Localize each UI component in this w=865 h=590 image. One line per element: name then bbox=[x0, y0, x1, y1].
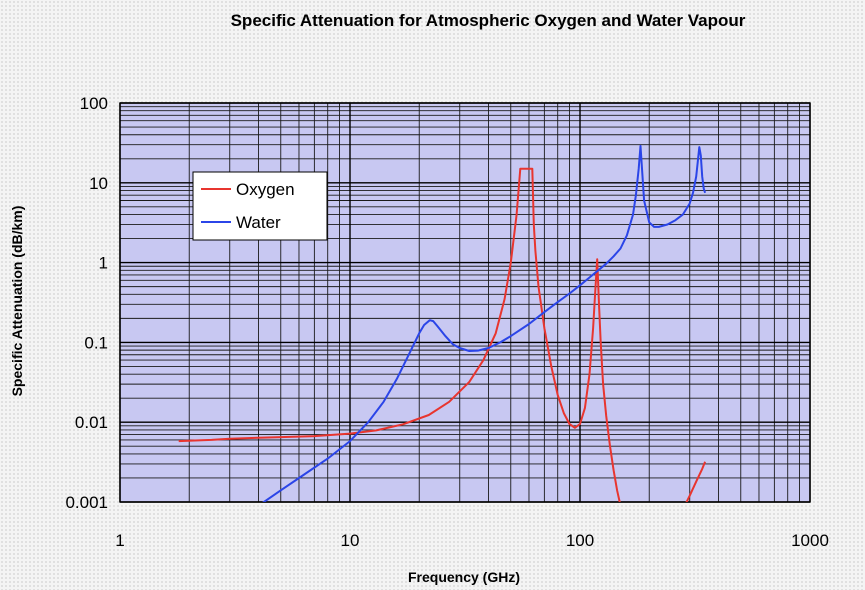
y-tick-label: 1 bbox=[99, 254, 108, 273]
chart-title: Specific Attenuation for Atmospheric Oxy… bbox=[231, 11, 746, 30]
x-tick-label: 100 bbox=[566, 531, 594, 550]
y-tick-label: 10 bbox=[89, 174, 108, 193]
y-axis-title: Specific Attenuation (dB/km) bbox=[9, 206, 25, 397]
series-line-oxygen bbox=[685, 461, 707, 502]
y-tick-labels: 0.001 0.01 0.1 1 10 100 bbox=[65, 94, 108, 512]
legend: Oxygen Water bbox=[192, 171, 328, 241]
y-minor-gridlines bbox=[120, 106, 810, 479]
x-tick-label: 1 bbox=[115, 531, 124, 550]
y-tick-label: 0.1 bbox=[84, 333, 108, 352]
y-tick-label: 0.01 bbox=[75, 413, 108, 432]
plot-border bbox=[119, 102, 811, 503]
plot-area bbox=[120, 103, 810, 502]
x-tick-label: 10 bbox=[341, 531, 360, 550]
y-tick-label: 0.001 bbox=[65, 493, 108, 512]
legend-label-water: Water bbox=[236, 213, 281, 232]
x-axis-title: Frequency (GHz) bbox=[408, 569, 520, 585]
y-tick-label: 100 bbox=[80, 94, 108, 113]
x-minor-gridlines bbox=[188, 103, 800, 502]
x-tick-labels: 1 10 100 1000 bbox=[115, 531, 829, 550]
series-line-oxygen bbox=[178, 167, 621, 502]
legend-box bbox=[192, 171, 328, 241]
series-layer bbox=[178, 144, 707, 502]
x-tick-label: 1000 bbox=[791, 531, 829, 550]
legend-label-oxygen: Oxygen bbox=[236, 180, 295, 199]
series-line-water bbox=[262, 144, 707, 502]
